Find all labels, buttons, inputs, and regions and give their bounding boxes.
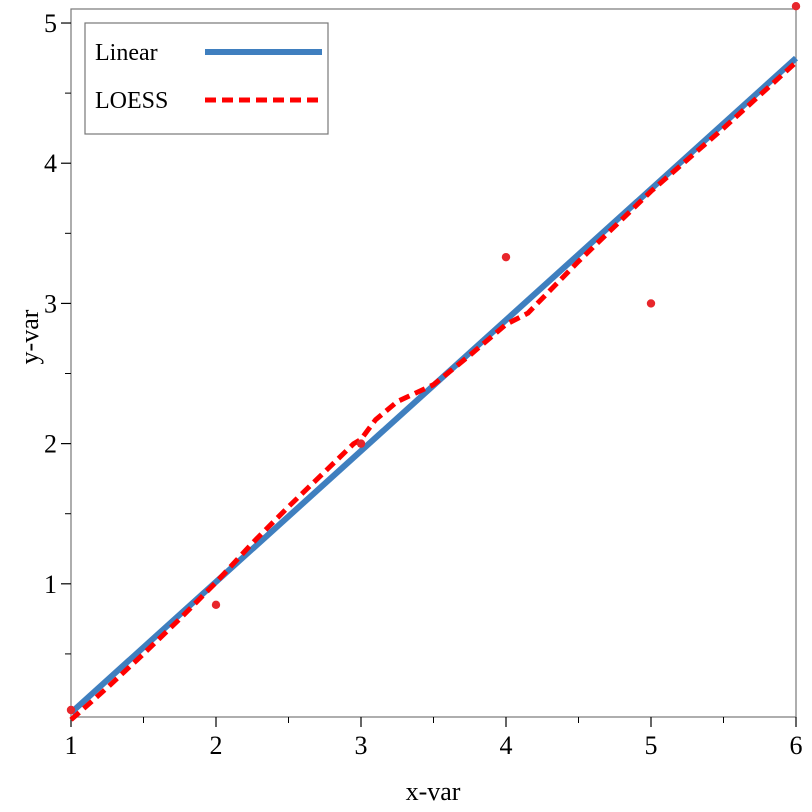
- data-point: [646, 299, 656, 308]
- legend-box: [84, 22, 329, 135]
- data-point: [356, 439, 366, 448]
- series-lines: [68, 55, 799, 722]
- y-axis-label: y-var: [15, 309, 44, 364]
- data-points: [66, 1, 801, 715]
- y-tick-label: 3: [44, 289, 57, 318]
- y-tick-label: 2: [44, 430, 57, 459]
- y-tick-label: 1: [44, 570, 57, 599]
- x-tick-label: 4: [500, 731, 513, 760]
- x-tick-label: 6: [790, 731, 803, 760]
- legend-label-linear: Linear: [95, 40, 158, 66]
- series-line-loess: [69, 60, 798, 722]
- y-tick-label: 5: [44, 9, 57, 38]
- x-tick-label: 1: [65, 731, 78, 760]
- data-point: [791, 1, 801, 11]
- x-tick-label: 3: [355, 731, 368, 760]
- data-point: [501, 252, 511, 262]
- legend-label-loess: LOESS: [95, 88, 168, 114]
- x-tick-label: 2: [210, 731, 223, 760]
- y-tick-label: 4: [44, 149, 57, 178]
- x-axis-label: x-var: [406, 777, 461, 806]
- ticks: 1 2 3 4 5 6 1 2 3 4 5: [44, 9, 803, 760]
- data-point: [66, 705, 76, 715]
- data-point: [211, 600, 221, 610]
- x-tick-label: 5: [645, 731, 658, 760]
- legend: Linear LOESS: [84, 22, 329, 135]
